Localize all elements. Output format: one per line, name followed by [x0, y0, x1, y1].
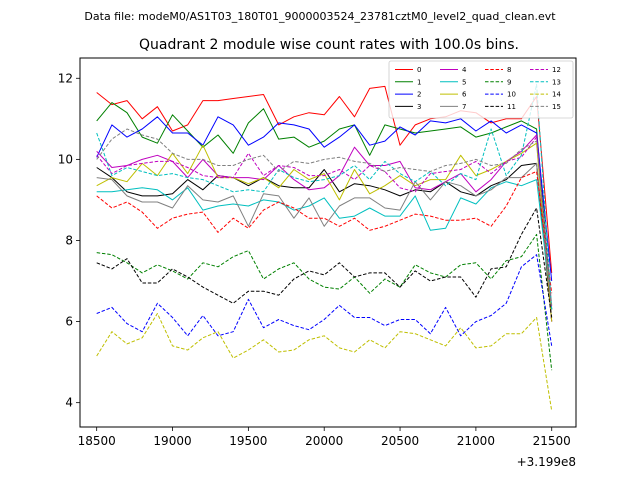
series-line-14	[96, 313, 553, 411]
series-line-5	[96, 179, 553, 310]
x-tick-label: 21500	[533, 434, 571, 448]
legend-label-14: 14	[552, 91, 561, 99]
series-line-12	[96, 136, 553, 308]
x-axis: 18500 19000 19500 20000 20500 21000 21500	[78, 427, 571, 448]
series-line-11	[96, 207, 553, 318]
legend-label-12: 12	[552, 66, 561, 74]
y-tick-label: 12	[58, 71, 73, 85]
legend-label-8: 8	[507, 66, 511, 74]
series-line-15	[96, 128, 553, 306]
x-tick-label: 19000	[153, 434, 191, 448]
legend-label-2: 2	[417, 91, 421, 99]
y-tick-label: 8	[65, 233, 73, 247]
legend-label-9: 9	[507, 78, 511, 86]
figure-suptitle: Data file: modeM0/AS1T03_180T01_90000035…	[84, 10, 556, 23]
series-line-7	[96, 162, 553, 310]
x-tick-label: 20000	[305, 434, 343, 448]
x-tick-label: 20500	[381, 434, 419, 448]
chart-title: Quadrant 2 module wise count rates with …	[139, 37, 519, 53]
series-line-10	[96, 254, 553, 346]
plot-lines	[96, 83, 553, 411]
series-line-9	[96, 233, 553, 371]
series-line-2	[96, 116, 553, 282]
legend-label-0: 0	[417, 66, 421, 74]
series-line-13	[96, 83, 553, 310]
x-tick-label: 21000	[457, 434, 495, 448]
legend-label-10: 10	[507, 91, 516, 99]
x-tick-label: 19500	[229, 434, 267, 448]
legend-label-4: 4	[462, 66, 467, 74]
y-tick-label: 10	[58, 152, 73, 166]
legend-box	[388, 60, 574, 119]
legend-label-5: 5	[462, 78, 466, 86]
series-line-1	[96, 102, 553, 310]
y-axis: 4 6 8 10 12	[58, 71, 80, 410]
x-axis-offset-label: +3.199e8	[517, 455, 576, 469]
legend-label-11: 11	[507, 103, 516, 111]
legend-label-7: 7	[462, 103, 466, 111]
x-tick-label: 18500	[78, 434, 116, 448]
legend-label-3: 3	[417, 103, 421, 111]
y-tick-label: 4	[65, 396, 73, 410]
legend-label-1: 1	[417, 78, 421, 86]
axes-frame	[79, 57, 577, 428]
legend-label-13: 13	[552, 78, 561, 86]
legend-label-6: 6	[462, 91, 467, 99]
y-tick-label: 6	[65, 315, 73, 329]
legend-label-15: 15	[552, 103, 561, 111]
